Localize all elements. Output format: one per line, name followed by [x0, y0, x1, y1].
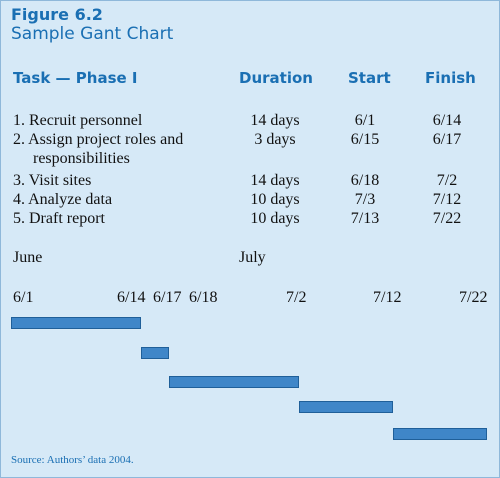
task-start: 7/3: [354, 191, 376, 208]
task-name: 1. Recruit personnel: [13, 112, 143, 129]
timeline-date-label: 7/2: [286, 289, 307, 306]
timeline-date-label: 6/1: [13, 289, 34, 306]
month-label-june: June: [13, 249, 43, 266]
task-start: 6/18: [350, 172, 380, 189]
task-name: 3. Visit sites: [13, 172, 92, 189]
timeline-date-label: 7/22: [459, 289, 488, 306]
task-duration: 10 days: [250, 210, 300, 227]
task-finish: 6/17: [432, 131, 462, 148]
task-name-continued: responsibilities: [33, 150, 130, 167]
month-label-july: July: [239, 249, 266, 266]
header-duration: Duration: [239, 69, 313, 87]
header-task: Task — Phase I: [13, 69, 138, 87]
gantt-bar-task-1: [11, 317, 141, 329]
task-name: 4. Analyze data: [13, 191, 113, 208]
header-start: Start: [348, 69, 391, 87]
gantt-bar-task-2: [141, 347, 169, 359]
timeline-date-label: 7/12: [373, 289, 402, 306]
task-name: 2. Assign project roles and: [13, 131, 184, 148]
source-note: Source: Authors’ data 2004.: [11, 454, 134, 466]
task-finish: 7/2: [436, 172, 458, 189]
gantt-bar-task-5: [393, 428, 487, 440]
figure-label: Figure 6.2: [11, 5, 103, 24]
figure-title: Sample Gant Chart: [11, 24, 174, 44]
task-start: 6/15: [350, 131, 380, 148]
task-duration: 14 days: [250, 112, 300, 129]
task-finish: 6/14: [432, 112, 462, 129]
task-finish: 7/12: [432, 191, 462, 208]
timeline-date-label: 6/17: [153, 289, 182, 306]
task-finish: 7/22: [432, 210, 462, 227]
gantt-bar-task-3: [169, 376, 299, 388]
header-finish: Finish: [425, 69, 476, 87]
timeline-date-label: 6/18: [189, 289, 218, 306]
gantt-bar-task-4: [299, 401, 393, 413]
timeline-date-label: 6/14: [117, 289, 146, 306]
task-start: 6/1: [354, 112, 376, 129]
task-name: 5. Draft report: [13, 210, 105, 227]
task-start: 7/13: [350, 210, 380, 227]
task-duration: 10 days: [250, 191, 300, 208]
task-duration: 14 days: [250, 172, 300, 189]
task-duration: 3 days: [254, 131, 296, 148]
